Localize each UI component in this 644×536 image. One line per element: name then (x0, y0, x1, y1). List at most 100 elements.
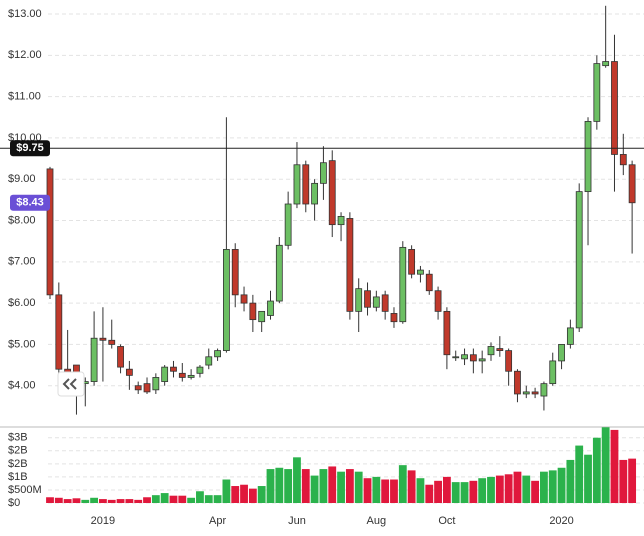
candle-body (231, 249, 239, 296)
candle-body (55, 294, 63, 370)
candle-body (619, 154, 627, 166)
candle-body (258, 310, 266, 323)
candle-body (125, 368, 133, 376)
candle-body (602, 61, 610, 67)
candle-body (408, 249, 416, 275)
candle-body (443, 310, 451, 356)
volume-bar (442, 476, 451, 503)
volume-bar (575, 445, 584, 503)
x-tick-label: Jun (288, 515, 306, 527)
volume-bar (495, 475, 504, 503)
volume-bar (231, 486, 240, 503)
volume-bar (301, 469, 310, 503)
y-tick-label: $5.00 (8, 338, 36, 350)
candle-body (311, 182, 319, 205)
candle-body (275, 244, 283, 302)
volume-bar (557, 467, 566, 503)
volume-bar (169, 495, 178, 503)
volume-bar (372, 476, 381, 503)
volume-bar (293, 457, 301, 503)
y-tick-label: $6.00 (8, 297, 36, 309)
volume-tick-label: $2B (8, 458, 28, 470)
y-tick-label: $8.00 (8, 214, 36, 226)
volume-bar (513, 471, 522, 503)
candle-body (108, 339, 116, 345)
collapse-button[interactable] (57, 371, 85, 397)
y-tick-label: $13.00 (8, 8, 42, 20)
volume-bar (425, 484, 434, 503)
last-price-label: $8.43 (16, 197, 44, 209)
candle-body (346, 218, 354, 312)
candle-body (178, 372, 186, 378)
candle-body (222, 249, 230, 352)
volume-bar (99, 499, 107, 503)
volume-bar (566, 459, 575, 503)
candle-body (284, 203, 292, 246)
volume-bar (469, 480, 478, 503)
volume-bar (81, 499, 90, 503)
volume-bar (381, 479, 390, 503)
candle-body (302, 164, 310, 205)
volume-bar (134, 499, 143, 503)
volume-bar (213, 495, 222, 503)
candle-body (628, 164, 636, 204)
y-tick-label: $12.00 (8, 49, 42, 61)
volume-bar (478, 478, 487, 503)
candle-body (196, 366, 204, 374)
candle-body (328, 160, 336, 226)
candle-body (522, 391, 530, 395)
candle-body (170, 366, 177, 372)
volume-tick-label: $0 (8, 497, 20, 509)
volume-bar (390, 479, 398, 503)
volume-bar (116, 499, 125, 503)
last-price-tag (10, 194, 50, 211)
volume-bar (345, 469, 354, 503)
volume-bar (531, 480, 540, 503)
candle-body (152, 377, 160, 391)
volume-bar (398, 465, 407, 503)
volume-bar (354, 471, 363, 503)
candle-body (205, 356, 213, 366)
y-tick-label: $9.00 (8, 173, 36, 185)
volume-bar (46, 497, 54, 503)
volume-bar (54, 497, 63, 503)
volume-bar (257, 486, 266, 503)
volume-bar (337, 471, 345, 503)
candle-body (267, 300, 274, 316)
volume-bar (504, 474, 513, 503)
price-line-tag (10, 140, 50, 157)
candle-body (355, 288, 363, 312)
candle-body (487, 346, 495, 356)
candle-body (566, 327, 574, 345)
volume-bar (416, 478, 425, 503)
volume-bar (584, 454, 592, 503)
candle-body (399, 246, 407, 323)
volume-bar (619, 459, 628, 503)
volume-tick-label: $3B (8, 432, 28, 444)
volume-bar (125, 499, 134, 503)
candle-body (540, 383, 548, 397)
x-tick-label: 2020 (549, 515, 573, 527)
candle-body (461, 354, 468, 360)
candle-body (452, 356, 460, 359)
volume-bar (407, 470, 416, 503)
candle-body (214, 350, 221, 358)
y-tick-label: $11.00 (8, 91, 41, 103)
candle-body (593, 63, 601, 122)
candle-body (478, 358, 486, 362)
volume-bar (160, 493, 169, 503)
candle-body (187, 374, 195, 378)
candle-body (469, 354, 477, 362)
candle-body (372, 296, 380, 308)
candle-body (90, 337, 98, 382)
candle-body (240, 294, 248, 304)
volume-bar (143, 497, 151, 503)
volume-bar (592, 437, 601, 503)
candle-body (514, 370, 521, 395)
candle-body (390, 313, 398, 323)
x-tick-label: Apr (209, 515, 226, 527)
x-tick-label: Oct (438, 515, 455, 527)
price-line-label: $9.75 (16, 142, 44, 154)
volume-tick-label: $1B (8, 471, 28, 483)
